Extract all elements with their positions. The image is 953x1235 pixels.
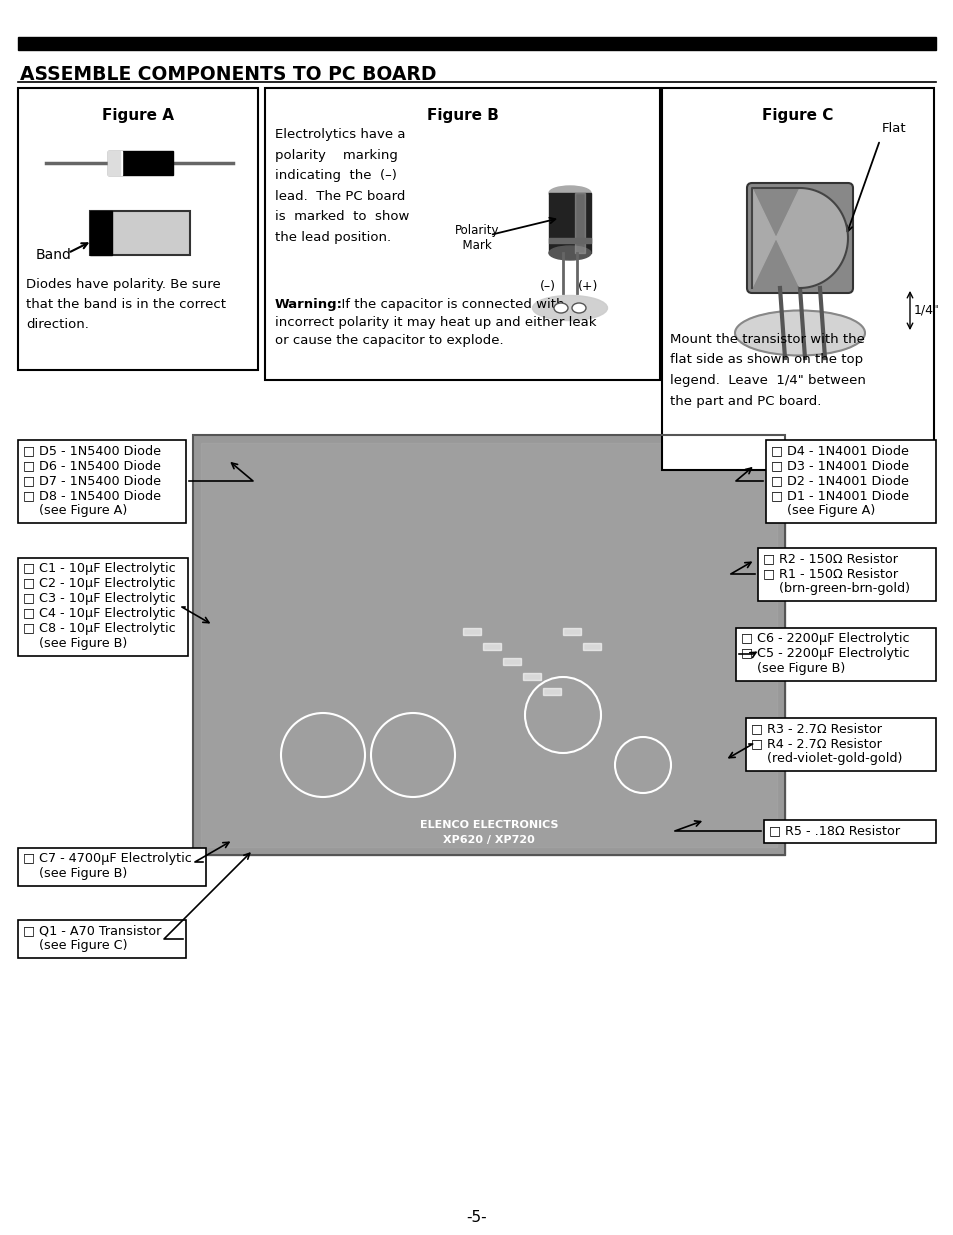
Text: □ D6 - 1N5400 Diode: □ D6 - 1N5400 Diode bbox=[23, 459, 161, 472]
Text: □ D5 - 1N5400 Diode: □ D5 - 1N5400 Diode bbox=[23, 445, 161, 457]
Text: □ C2 - 10μF Electrolytic: □ C2 - 10μF Electrolytic bbox=[23, 577, 175, 590]
Bar bbox=[763, 820, 935, 844]
Bar bbox=[90, 211, 112, 254]
Text: Band: Band bbox=[36, 248, 71, 262]
Bar bbox=[542, 688, 560, 695]
Bar bbox=[765, 440, 935, 522]
Ellipse shape bbox=[532, 295, 607, 321]
Text: -5-: -5- bbox=[466, 1210, 487, 1225]
Text: (+): (+) bbox=[578, 280, 598, 293]
Bar bbox=[108, 151, 120, 175]
Bar bbox=[502, 658, 520, 664]
Bar bbox=[108, 151, 122, 175]
Text: Figure A: Figure A bbox=[102, 107, 173, 124]
Text: Electrolytics have a
polarity    marking
indicating  the  (–)
lead.  The PC boar: Electrolytics have a polarity marking in… bbox=[274, 128, 409, 243]
Text: □ Q1 - A70 Transistor: □ Q1 - A70 Transistor bbox=[23, 924, 161, 937]
Text: Flat: Flat bbox=[882, 121, 905, 135]
Text: (red-violet-gold-gold): (red-violet-gold-gold) bbox=[750, 752, 902, 764]
Bar bbox=[18, 440, 186, 522]
Text: incorrect polarity it may heat up and either leak: incorrect polarity it may heat up and ei… bbox=[274, 316, 596, 329]
Bar bbox=[18, 920, 186, 958]
Bar bbox=[193, 435, 784, 855]
Text: □ R2 - 150Ω Resistor: □ R2 - 150Ω Resistor bbox=[762, 552, 897, 564]
Bar bbox=[758, 548, 935, 601]
Text: □ C8 - 10μF Electrolytic: □ C8 - 10μF Electrolytic bbox=[23, 622, 175, 635]
Text: □ D7 - 1N5400 Diode: □ D7 - 1N5400 Diode bbox=[23, 474, 161, 487]
Ellipse shape bbox=[548, 246, 590, 261]
Bar bbox=[735, 629, 935, 680]
Text: Figure B: Figure B bbox=[426, 107, 497, 124]
Text: (see Figure C): (see Figure C) bbox=[23, 939, 128, 952]
Text: If the capacitor is connected with: If the capacitor is connected with bbox=[333, 298, 564, 311]
Text: or cause the capacitor to explode.: or cause the capacitor to explode. bbox=[274, 333, 503, 347]
Text: (–): (–) bbox=[539, 280, 556, 293]
Text: □ C7 - 4700μF Electrolytic: □ C7 - 4700μF Electrolytic bbox=[23, 852, 192, 864]
Bar bbox=[201, 443, 776, 847]
Text: □ C5 - 2200μF Electrolytic: □ C5 - 2200μF Electrolytic bbox=[740, 647, 908, 659]
Text: ELENCO ELECTRONICS: ELENCO ELECTRONICS bbox=[419, 820, 558, 830]
Text: □ R4 - 2.7Ω Resistor: □ R4 - 2.7Ω Resistor bbox=[750, 737, 881, 750]
Text: (see Figure B): (see Figure B) bbox=[740, 662, 844, 676]
Text: 1/4": 1/4" bbox=[913, 304, 939, 316]
Text: ASSEMBLE COMPONENTS TO PC BOARD: ASSEMBLE COMPONENTS TO PC BOARD bbox=[20, 65, 436, 84]
Bar bbox=[548, 193, 590, 253]
Bar bbox=[661, 88, 933, 471]
Bar bbox=[575, 193, 584, 253]
FancyBboxPatch shape bbox=[746, 183, 852, 293]
Polygon shape bbox=[751, 188, 847, 288]
Bar bbox=[482, 643, 500, 650]
Text: □ C3 - 10μF Electrolytic: □ C3 - 10μF Electrolytic bbox=[23, 592, 175, 605]
Text: (see Figure A): (see Figure A) bbox=[23, 504, 127, 517]
Text: (brn-green-brn-gold): (brn-green-brn-gold) bbox=[762, 582, 909, 595]
Text: □ R3 - 2.7Ω Resistor: □ R3 - 2.7Ω Resistor bbox=[750, 722, 882, 735]
Text: Mount the transistor with the
flat side as shown on the top
legend.  Leave  1/4": Mount the transistor with the flat side … bbox=[669, 333, 865, 408]
Bar bbox=[751, 188, 847, 288]
Text: □ C4 - 10μF Electrolytic: □ C4 - 10μF Electrolytic bbox=[23, 606, 175, 620]
Text: Polarity
  Mark: Polarity Mark bbox=[455, 224, 499, 252]
Text: □ D4 - 1N4001 Diode: □ D4 - 1N4001 Diode bbox=[770, 445, 908, 457]
Bar bbox=[562, 629, 580, 635]
Text: XP620 / XP720: XP620 / XP720 bbox=[442, 835, 535, 845]
Bar bbox=[193, 435, 784, 855]
Bar bbox=[18, 37, 935, 49]
Ellipse shape bbox=[554, 303, 567, 312]
Bar bbox=[745, 718, 935, 771]
Bar bbox=[522, 673, 540, 680]
Text: Figure C: Figure C bbox=[761, 107, 833, 124]
Ellipse shape bbox=[572, 303, 585, 312]
Bar bbox=[18, 88, 257, 370]
Text: □ C1 - 10μF Electrolytic: □ C1 - 10μF Electrolytic bbox=[23, 562, 175, 576]
Bar bbox=[462, 629, 480, 635]
Text: □ R5 - .18Ω Resistor: □ R5 - .18Ω Resistor bbox=[768, 824, 900, 837]
Text: (see Figure B): (see Figure B) bbox=[23, 637, 127, 650]
Text: (see Figure B): (see Figure B) bbox=[23, 867, 127, 881]
Ellipse shape bbox=[734, 310, 864, 356]
Text: □ D3 - 1N4001 Diode: □ D3 - 1N4001 Diode bbox=[770, 459, 908, 472]
Bar bbox=[548, 238, 590, 243]
Text: □ R1 - 150Ω Resistor: □ R1 - 150Ω Resistor bbox=[762, 567, 897, 580]
Text: □ C6 - 2200μF Electrolytic: □ C6 - 2200μF Electrolytic bbox=[740, 632, 908, 645]
Bar bbox=[582, 643, 600, 650]
Bar bbox=[18, 558, 188, 656]
Ellipse shape bbox=[548, 186, 590, 200]
Text: □ D8 - 1N5400 Diode: □ D8 - 1N5400 Diode bbox=[23, 489, 161, 501]
Bar bbox=[90, 211, 190, 254]
Bar bbox=[265, 88, 659, 380]
Text: (see Figure A): (see Figure A) bbox=[770, 504, 874, 517]
Bar bbox=[18, 848, 206, 885]
Text: □ D2 - 1N4001 Diode: □ D2 - 1N4001 Diode bbox=[770, 474, 908, 487]
Text: Warning:: Warning: bbox=[274, 298, 343, 311]
Text: Diodes have polarity. Be sure
that the band is in the correct
direction.: Diodes have polarity. Be sure that the b… bbox=[26, 278, 226, 331]
Text: □ D1 - 1N4001 Diode: □ D1 - 1N4001 Diode bbox=[770, 489, 908, 501]
Bar bbox=[108, 151, 172, 175]
